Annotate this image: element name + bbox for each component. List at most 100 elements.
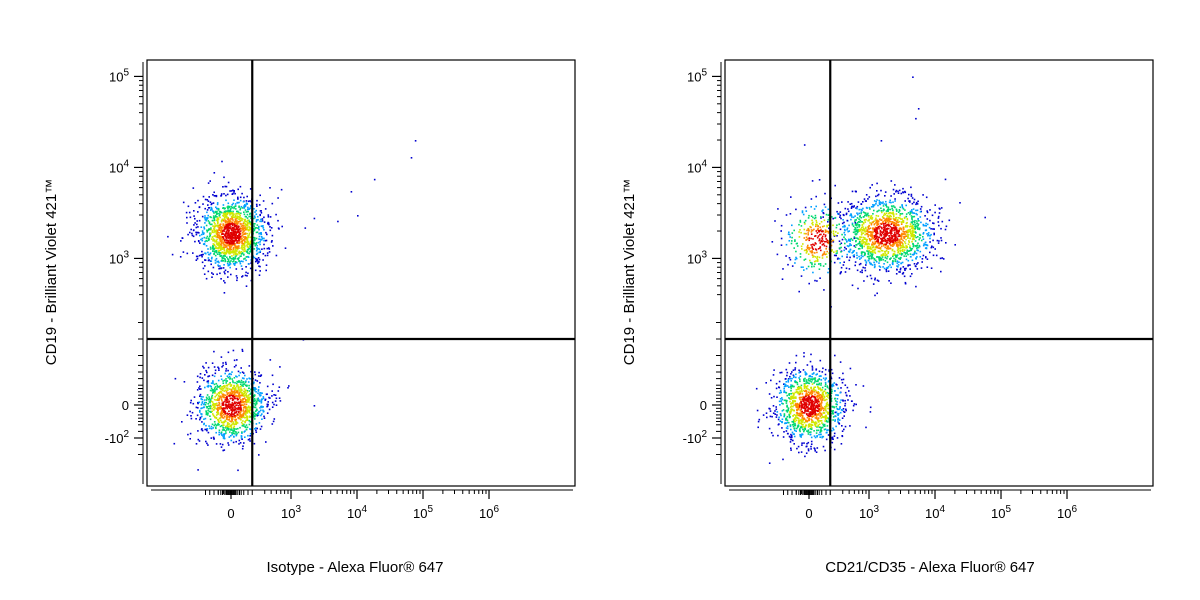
event-dot bbox=[840, 387, 842, 389]
event-dot bbox=[900, 241, 902, 243]
event-dot bbox=[817, 225, 819, 228]
event-dot bbox=[867, 235, 869, 238]
event-dot bbox=[859, 271, 862, 273]
event-dot bbox=[227, 413, 229, 416]
event-dot bbox=[205, 245, 208, 247]
event-dot bbox=[190, 415, 192, 417]
plot-panel-isotype: CD19 - Brilliant Violet 421™ Isotype - A… bbox=[43, 59, 576, 576]
event-dot bbox=[215, 250, 218, 252]
event-dot bbox=[254, 211, 256, 213]
event-dot bbox=[854, 219, 856, 221]
event-dot bbox=[860, 236, 863, 239]
event-dot bbox=[216, 216, 218, 218]
event-dot bbox=[854, 221, 857, 224]
event-dot bbox=[211, 423, 214, 426]
event-dot bbox=[254, 388, 257, 390]
event-dot bbox=[778, 416, 780, 419]
event-dot bbox=[825, 238, 827, 240]
event-dot bbox=[214, 216, 217, 218]
event-dot bbox=[904, 242, 907, 245]
event-dot bbox=[209, 418, 212, 421]
event-dot bbox=[243, 391, 246, 393]
event-dot bbox=[907, 243, 910, 245]
event-dot bbox=[245, 416, 247, 419]
event-dot bbox=[267, 222, 269, 225]
event-dot bbox=[810, 229, 813, 231]
event-dot bbox=[253, 412, 256, 415]
event-dot bbox=[235, 208, 237, 210]
event-dot bbox=[217, 419, 220, 421]
event-dot bbox=[224, 430, 227, 432]
event-dot bbox=[244, 236, 246, 238]
event-dot bbox=[269, 226, 271, 228]
event-dot bbox=[824, 235, 827, 238]
event-dot bbox=[241, 219, 243, 222]
event-dot bbox=[877, 222, 879, 224]
event-dot bbox=[872, 257, 874, 259]
event-dot bbox=[888, 217, 891, 219]
event-dot bbox=[214, 416, 216, 418]
event-dot bbox=[816, 236, 819, 239]
event-dots bbox=[167, 140, 417, 472]
event-dot bbox=[243, 221, 245, 223]
event-dot bbox=[915, 201, 918, 204]
event-dot bbox=[206, 412, 208, 414]
event-dot bbox=[226, 234, 229, 236]
event-dot bbox=[899, 258, 901, 260]
event-dot bbox=[204, 222, 206, 224]
event-dot bbox=[281, 225, 283, 228]
event-dot bbox=[783, 415, 785, 418]
event-dot bbox=[204, 259, 207, 261]
event-dot bbox=[248, 384, 250, 387]
event-dot bbox=[816, 280, 818, 282]
event-dot bbox=[809, 375, 812, 378]
event-dot bbox=[798, 290, 800, 293]
event-dot bbox=[833, 251, 835, 253]
event-dot bbox=[894, 240, 896, 242]
event-dot bbox=[869, 186, 871, 189]
event-dot bbox=[807, 265, 810, 268]
event-dot bbox=[235, 431, 237, 433]
event-dot bbox=[220, 414, 223, 416]
event-dot bbox=[901, 206, 904, 209]
event-dot bbox=[790, 438, 793, 441]
event-dot bbox=[929, 219, 931, 222]
event-dot bbox=[781, 427, 783, 429]
event-dot bbox=[226, 223, 229, 226]
event-dot bbox=[859, 236, 862, 239]
event-dot bbox=[241, 438, 243, 440]
event-dot bbox=[228, 405, 231, 407]
event-dot bbox=[924, 241, 927, 244]
event-dot bbox=[239, 196, 242, 199]
event-dot bbox=[843, 415, 845, 417]
event-dot bbox=[848, 390, 850, 392]
event-dot bbox=[896, 237, 898, 240]
event-dot bbox=[241, 423, 244, 425]
event-dot bbox=[903, 249, 906, 251]
event-dot bbox=[209, 228, 212, 231]
event-dot bbox=[818, 179, 821, 181]
event-dot bbox=[808, 248, 810, 251]
event-dot bbox=[249, 249, 252, 251]
event-dot bbox=[818, 375, 821, 378]
event-dot bbox=[856, 226, 858, 229]
event-dot bbox=[821, 257, 824, 259]
event-dot bbox=[211, 230, 214, 232]
event-dot bbox=[248, 390, 251, 392]
event-dot bbox=[234, 223, 236, 226]
event-dot bbox=[258, 265, 260, 267]
event-dot bbox=[214, 195, 217, 197]
event-dot bbox=[206, 371, 208, 374]
event-dot bbox=[258, 371, 260, 374]
event-dot bbox=[229, 435, 232, 437]
event-dot bbox=[232, 230, 234, 232]
event-dot bbox=[236, 395, 239, 397]
event-dot bbox=[232, 421, 235, 423]
event-dot bbox=[876, 219, 878, 221]
event-dot bbox=[244, 205, 247, 208]
event-dot bbox=[226, 407, 228, 409]
event-dot bbox=[873, 209, 875, 212]
event-dot bbox=[888, 215, 891, 218]
event-dot bbox=[197, 211, 199, 213]
event-dot bbox=[233, 250, 235, 253]
